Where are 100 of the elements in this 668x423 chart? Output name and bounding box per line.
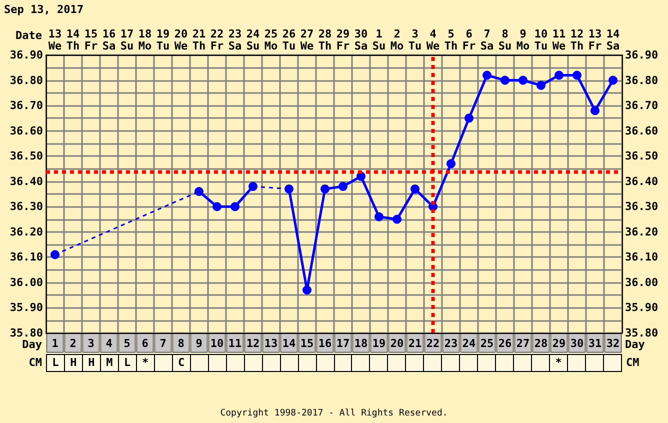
y2-tick-label: 36.90 [625, 48, 658, 62]
x-tick-label: 25 Mo [264, 28, 278, 52]
y-tick-label: 36.40 [10, 174, 43, 188]
x2-tick-label: 9 [196, 337, 202, 350]
point [536, 80, 546, 90]
y2-tick-label: 36.40 [625, 174, 658, 188]
x2-tick-label: 29 [552, 337, 566, 350]
x2-tick-label: 1 [52, 337, 59, 350]
x-tick-label: 28 Th [318, 28, 332, 52]
x2-tick-label: 17 [336, 337, 350, 350]
x2-tick-label: 15 [300, 337, 314, 350]
x2-tick-label: 20 [390, 337, 404, 350]
y2-tick-label: 36.50 [625, 150, 658, 163]
y2-tick-label: CM [626, 356, 640, 369]
x2-tick-label: 2 [70, 337, 76, 350]
x2-tick-label: 30 [570, 337, 584, 350]
x2-tick-label: 5 [124, 337, 130, 350]
x-tick-label: 26 Tu [282, 28, 296, 52]
x2-tick-label: 24 [462, 337, 476, 350]
y2-tick-label: 35.80 [625, 326, 658, 340]
point [374, 212, 384, 222]
x2-tick-label: 28 [534, 337, 548, 350]
y2-tick-label: 36.10 [625, 250, 658, 264]
x2-tick-label: 22 [426, 337, 440, 350]
x-tick-label: 11 We [552, 28, 566, 52]
point [554, 70, 564, 80]
x2-tick-label: 25 [480, 337, 494, 350]
point [608, 76, 618, 85]
point [320, 184, 330, 194]
y-tick-label: 36.30 [10, 200, 43, 214]
point [50, 250, 60, 260]
y2-tick-label: 35.90 [625, 301, 658, 314]
point [302, 286, 312, 295]
x-tick-label: 24 Su [246, 28, 260, 52]
y-tick-label: CM [28, 356, 42, 369]
point [518, 76, 528, 85]
y-tick-label: 36.80 [10, 74, 43, 87]
y-tick-label: 36.10 [10, 250, 43, 264]
x-tick-label: 4 We [426, 28, 440, 52]
x-tick-label: 12 Th [570, 28, 584, 52]
point [590, 106, 600, 116]
x2-tick-label: 31 [588, 337, 602, 350]
x2-tick-label: 7 [160, 337, 166, 350]
x-tick-label: 21 Th [192, 28, 206, 52]
x2-tick-label: 19 [372, 337, 386, 350]
x2-tick-label: 26 [498, 337, 512, 350]
text: H [70, 356, 77, 369]
x2-tick-label: 8 [178, 337, 184, 350]
text: L [52, 356, 59, 369]
x2-tick-label: 12 [246, 337, 260, 350]
x-tick-label: 23 Sa [228, 28, 242, 52]
x-tick-label: 9 Mo [516, 28, 530, 52]
y-tick-label: 36.20 [10, 225, 43, 238]
y-tick-label: 36.90 [10, 48, 43, 62]
x2-axis-title: Day [625, 338, 646, 351]
y2-tick-label: 36.70 [625, 99, 658, 112]
point [338, 182, 348, 191]
x2-tick-label: 11 [228, 337, 242, 350]
point [572, 70, 582, 80]
x2-tick-label: 6 [142, 337, 149, 350]
text: C [178, 356, 185, 369]
x-tick-label: 17 Su [120, 28, 134, 52]
x2-tick-label: 27 [516, 337, 530, 350]
y-tick-label: 36.60 [10, 124, 43, 138]
annotation: Copyright 1998-2017 - All Rights Reserved. [220, 408, 448, 418]
x-tick-label: 14 Sa [606, 28, 620, 52]
point [410, 184, 420, 194]
y2-tick-label: 36.60 [625, 124, 658, 138]
x2-tick-label: 23 [444, 337, 458, 350]
y-tick-label: 36.00 [10, 276, 43, 289]
x-tick-label: 16 Sa [102, 28, 116, 52]
point [464, 114, 474, 123]
x-tick-label: 13 We [48, 28, 62, 52]
x2-tick-label: 3 [88, 337, 94, 350]
text: Day [22, 338, 42, 351]
chart-title: Sep 13, 2017 [4, 3, 84, 16]
x-tick-label: 8 Su [498, 28, 512, 52]
x-tick-label: 15 Fr [84, 28, 98, 52]
y-tick-label: 35.90 [10, 301, 43, 314]
text: * [555, 356, 562, 369]
x-tick-label: 3 Tu [408, 28, 422, 52]
point [212, 202, 222, 212]
point [230, 202, 240, 212]
x-tick-label: 30 Sa [354, 28, 368, 52]
x-axis-title: Date [16, 29, 42, 42]
y2-tick-label: 36.30 [625, 200, 658, 214]
point [482, 70, 492, 80]
x-tick-label: 20 We [174, 28, 188, 52]
x-tick-label: 27 We [300, 28, 314, 52]
x2-tick-label: 32 [606, 337, 620, 350]
y2-tick-label: 36.00 [625, 276, 658, 289]
x-tick-label: 5 Th [444, 28, 458, 52]
y-tick-label: 35.80 [10, 326, 43, 340]
x2-tick-label: 16 [318, 337, 332, 350]
x-tick-label: 19 Tu [156, 28, 170, 52]
point [248, 182, 258, 191]
x-tick-label: 10 Tu [534, 28, 548, 52]
x2-tick-label: 21 [408, 337, 422, 350]
x2-tick-label: 10 [210, 337, 224, 350]
point [500, 76, 510, 85]
